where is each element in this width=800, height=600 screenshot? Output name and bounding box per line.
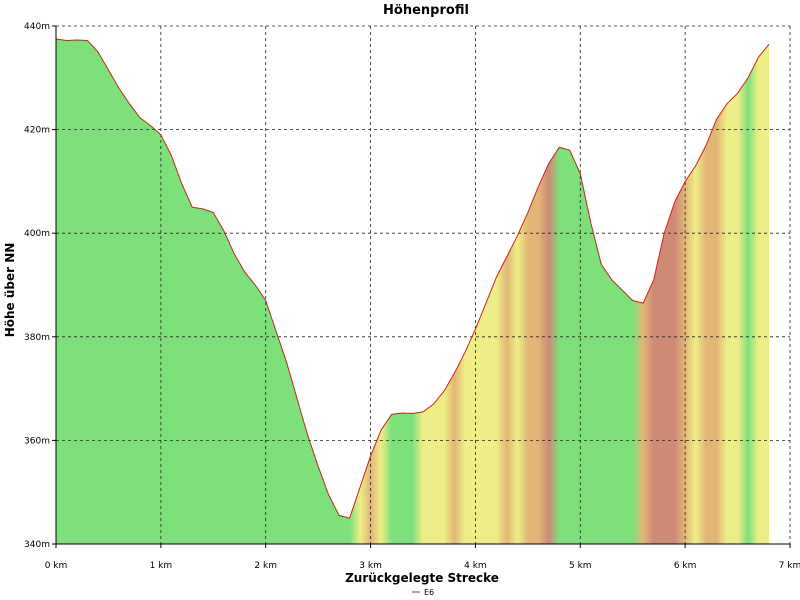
y-tick-label-0: 340m: [24, 540, 50, 550]
x-tick-label-3: 3 km: [359, 561, 382, 571]
x-tick-label-2: 2 km: [254, 561, 277, 571]
elevation-area: [56, 38, 770, 544]
x-axis-label: Zurückgelegte Strecke: [345, 571, 499, 585]
chart-title: Höhenprofil: [383, 3, 469, 18]
legend-label-e6: E6: [424, 588, 434, 597]
x-tick-label-0: 0 km: [45, 561, 68, 571]
series-line-e6: [56, 38, 770, 519]
y-tick-label-1: 360m: [24, 436, 50, 446]
legend: E6: [412, 588, 434, 597]
y-tick-label-2: 380m: [24, 333, 50, 343]
x-tick-label-4: 4 km: [464, 561, 487, 571]
x-tick-label-7: 7 km: [779, 561, 800, 571]
x-tick-label-1: 1 km: [150, 561, 173, 571]
axes: [55, 26, 790, 545]
y-tick-labels: 340m 360m 380m 400m 420m 440m: [24, 22, 56, 550]
y-tick-label-5: 440m: [24, 22, 50, 32]
y-tick-label-3: 400m: [24, 229, 50, 239]
x-tick-label-6: 6 km: [674, 561, 697, 571]
y-axis-label: Höhe über NN: [3, 243, 17, 338]
x-tick-labels: 0 km 1 km 2 km 3 km 4 km 5 km 6 km 7 km: [45, 544, 800, 571]
grid-lines: [56, 25, 791, 544]
y-tick-label-4: 420m: [24, 126, 50, 136]
x-tick-label-5: 5 km: [569, 561, 592, 571]
